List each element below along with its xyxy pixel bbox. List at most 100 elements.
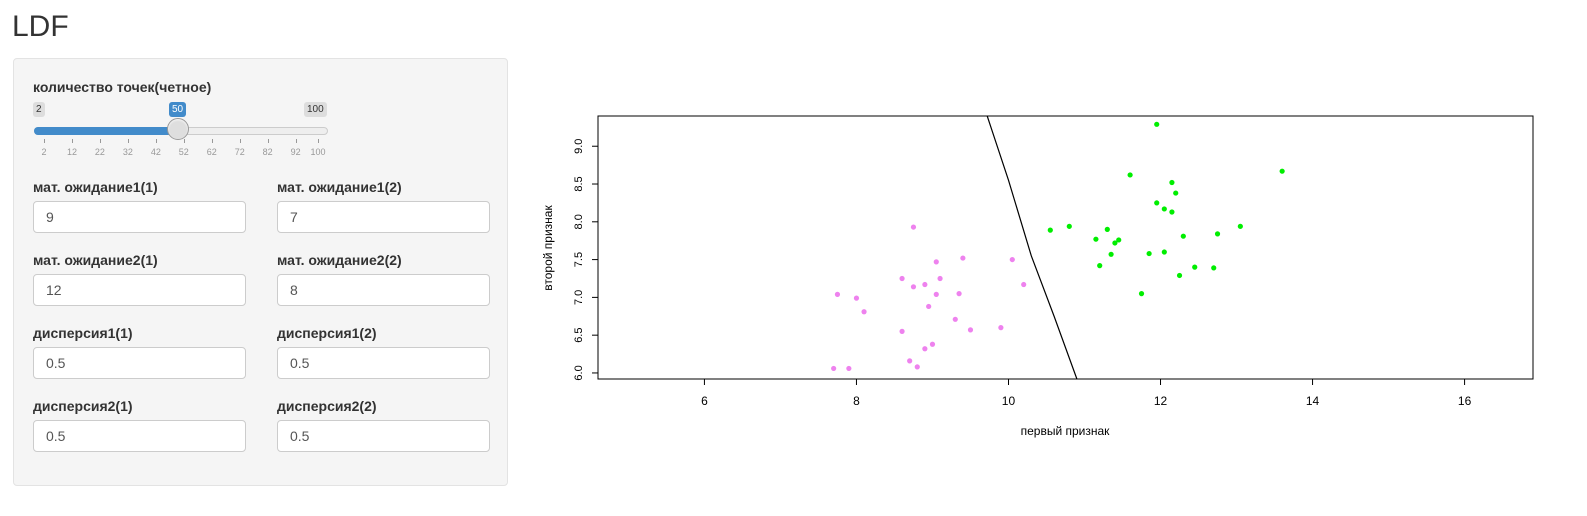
slider-tick [183, 139, 185, 143]
class1-point [846, 365, 852, 372]
mean1-1-input[interactable]: 9 [33, 201, 246, 233]
slider-track-fill [34, 127, 178, 135]
variance1-2-input[interactable]: 0.5 [277, 347, 490, 379]
class1-point [907, 358, 913, 364]
y-tick-label: 6.5 [573, 328, 585, 343]
y-tick-label: 9.0 [573, 139, 585, 154]
variance2-2-input[interactable]: 0.5 [277, 420, 490, 452]
class2-point [1180, 233, 1186, 239]
class1-point [933, 259, 939, 265]
class1-point [914, 364, 920, 370]
class1-point [899, 275, 905, 282]
class1-point [1009, 256, 1015, 263]
class2-point [1169, 179, 1175, 186]
class2-point [1161, 206, 1167, 212]
class2-point [1097, 263, 1103, 269]
class2-point [1169, 209, 1175, 215]
class1-point [933, 291, 939, 297]
slider-tick [267, 139, 269, 143]
class1-point [910, 224, 917, 230]
slider-value-label: 50 [169, 102, 187, 117]
class1-point [861, 309, 867, 315]
mean2-2-label: мат. ожидание2(2) [277, 252, 402, 268]
class1-point [910, 284, 917, 290]
decision-boundary-line [986, 115, 1078, 380]
class1-point [922, 281, 928, 288]
variance2-1-input[interactable]: 0.5 [33, 420, 246, 452]
slider-tick-label: 100 [310, 147, 326, 157]
slider-tick-label: 52 [178, 147, 189, 157]
y-tick-label: 6.0 [573, 365, 585, 380]
class1-point [926, 303, 932, 310]
variance2-2-label: дисперсия2(2) [277, 398, 377, 414]
class1-point [960, 255, 966, 261]
plot-marks: 6 8 10 12 14 16 6.0 6.5 7.0 7.5 8.0 8.5 9.0 [573, 115, 1472, 408]
y-axis-label: второй признак [541, 205, 555, 291]
class1-point [929, 341, 936, 347]
class2-point [1192, 264, 1198, 270]
y-tick-label: 7.5 [573, 252, 585, 267]
slider-tick-label: 32 [122, 147, 133, 157]
slider-tick [295, 139, 297, 143]
class2-point [1146, 250, 1152, 257]
class2-point [1104, 226, 1110, 232]
slider-tick [318, 139, 319, 143]
x-tick-label: 16 [1458, 394, 1472, 408]
slider-tick-label: 12 [66, 147, 77, 157]
mean1-2-input[interactable]: 7 [277, 201, 490, 233]
slider-tick [44, 139, 45, 143]
variance1-1-label: дисперсия1(1) [33, 325, 133, 341]
mean2-1-label: мат. ожидание2(1) [33, 252, 158, 268]
x-axis-label: первый признак [1021, 424, 1111, 438]
variance1-1-input[interactable]: 0.5 [33, 347, 246, 379]
class1-point [937, 275, 943, 282]
slider-tick-label: 82 [262, 147, 273, 157]
variance2-1-label: дисперсия2(1) [33, 398, 133, 414]
y-tick-label: 7.0 [573, 290, 585, 305]
slider-tick-label: 72 [234, 147, 245, 157]
sidebar-panel: количество точек(четное) 2 50 100 2 12 22 3… [13, 58, 508, 486]
mean2-2-input[interactable]: 8 [277, 274, 490, 306]
class2-point [1176, 272, 1183, 279]
page-title: LDF [12, 10, 69, 43]
slider-label: количество точек(четное) [33, 79, 212, 95]
slider-tick-label: 42 [150, 147, 161, 157]
slider-tick [211, 139, 213, 143]
class1-point [952, 316, 958, 322]
class1-point [834, 291, 841, 297]
class1-point [1021, 281, 1027, 288]
slider-thumb[interactable] [167, 118, 189, 140]
class1-point [922, 346, 928, 352]
slider-tick-label: 2 [41, 147, 47, 157]
class1-point [853, 295, 860, 301]
slider-tick [71, 139, 73, 143]
x-tick-label: 10 [1002, 394, 1016, 408]
mean2-1-input[interactable]: 12 [33, 274, 246, 306]
class2-point [1154, 200, 1160, 206]
class2-point [1173, 190, 1179, 196]
x-tick-label: 12 [1154, 394, 1168, 408]
mean1-2-label: мат. ожидание1(2) [277, 179, 402, 195]
class2-point [1108, 251, 1114, 257]
slider-tick-label: 22 [94, 147, 105, 157]
class2-point [1237, 223, 1243, 229]
slider-tick-label: 62 [206, 147, 217, 157]
slider-tick-label: 92 [290, 147, 301, 157]
variance1-2-label: дисперсия1(2) [277, 325, 377, 341]
class2-point [1138, 291, 1145, 297]
class2-point [1116, 237, 1122, 243]
class1-point [967, 327, 974, 333]
slider-tick [239, 139, 241, 143]
x-tick-label: 6 [701, 394, 708, 408]
class2-point [1093, 236, 1099, 242]
class2-point [1112, 240, 1118, 246]
class1-point [956, 291, 962, 297]
class2-point [1214, 231, 1221, 237]
x-tick-label: 8 [853, 394, 860, 408]
plot-frame [597, 115, 1534, 380]
class1-point [998, 325, 1004, 331]
scatter-plot: 6 8 10 12 14 16 6.0 6.5 7.0 7.5 8.0 8.5 9.0 первый п… [541, 115, 1534, 438]
y-tick-label: 8.0 [573, 214, 585, 229]
slider-tick [127, 139, 129, 143]
x-tick-label: 14 [1306, 394, 1320, 408]
